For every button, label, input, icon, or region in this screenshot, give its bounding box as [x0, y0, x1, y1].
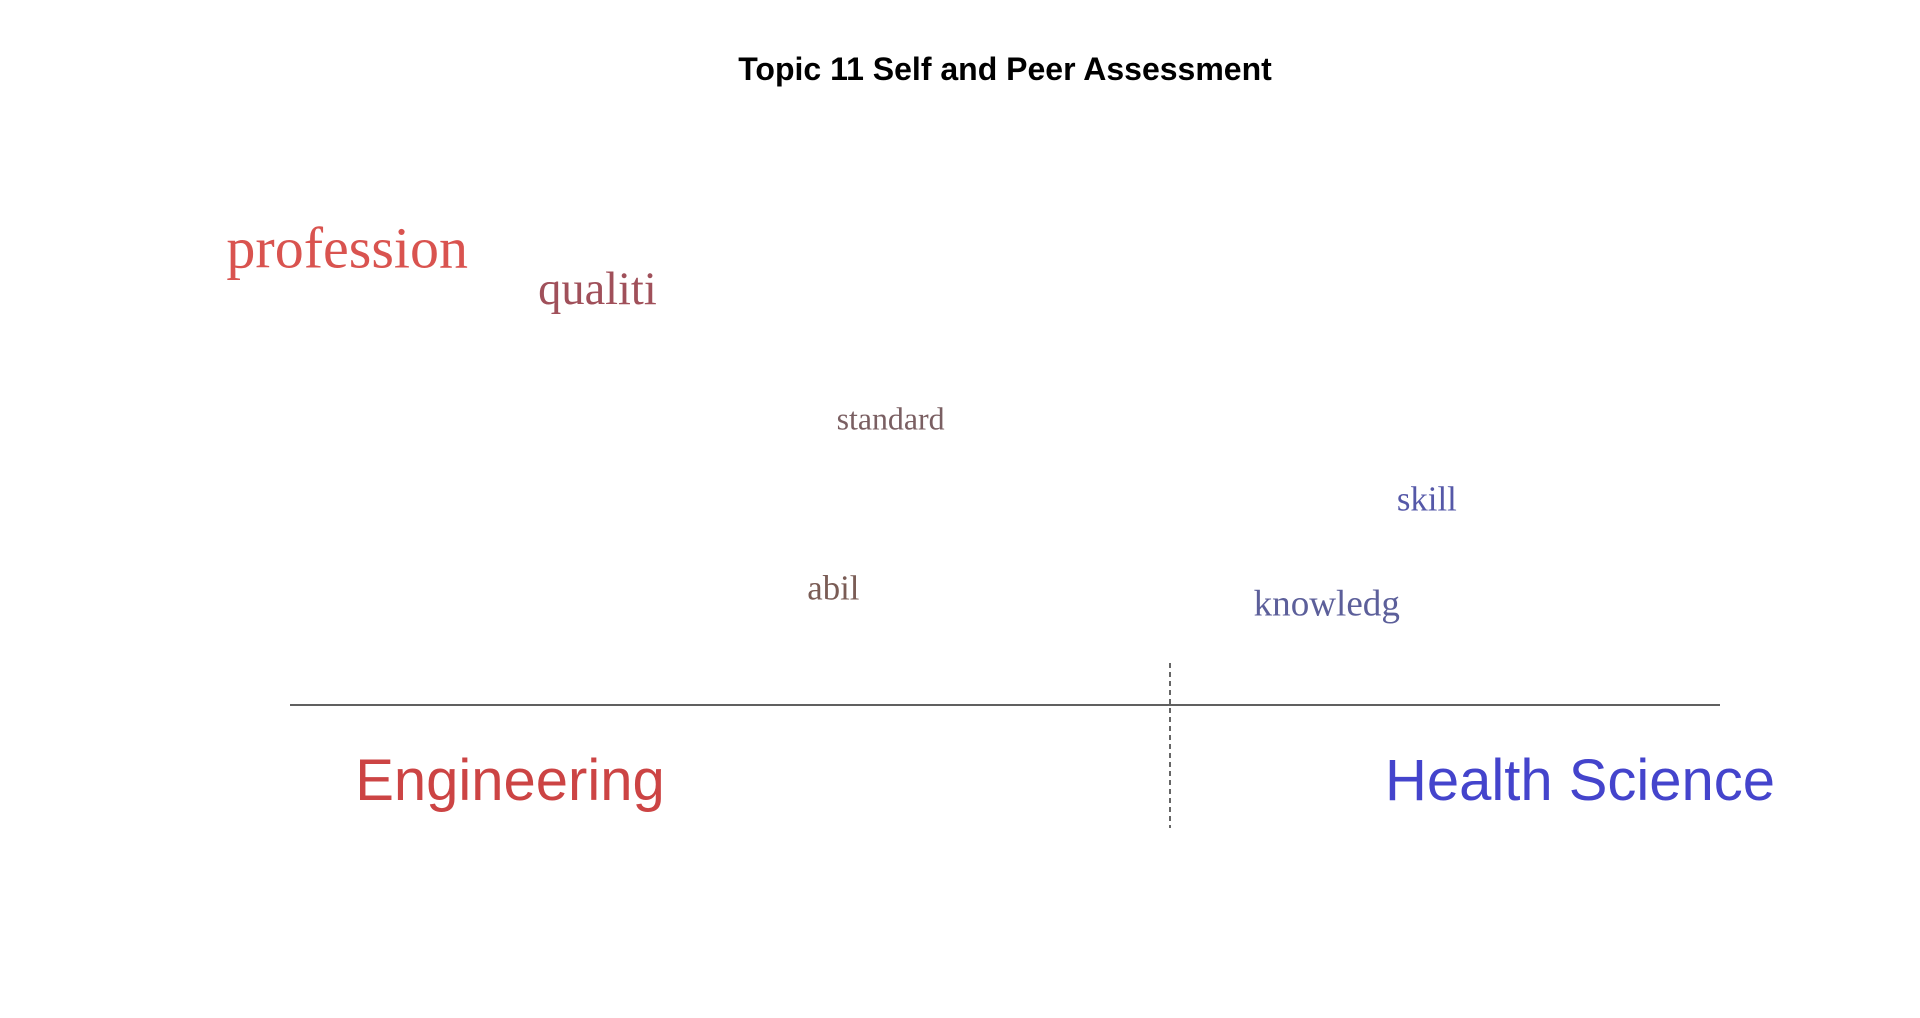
term-standard: standard — [837, 401, 945, 436]
term-profession: profession — [226, 215, 468, 280]
terms-layer: profession qualiti standard abil skill knowle… — [226, 215, 1456, 624]
term-abil: abil — [807, 569, 859, 608]
term-knowledg: knowledg — [1254, 584, 1400, 625]
term-skill: skill — [1397, 479, 1457, 518]
chart-title: Topic 11 Self and Peer Assessment — [738, 51, 1272, 87]
term-qualiti: qualiti — [538, 264, 657, 315]
group-label-health-science: Health Science — [1385, 748, 1775, 813]
group-label-engineering: Engineering — [355, 748, 665, 813]
